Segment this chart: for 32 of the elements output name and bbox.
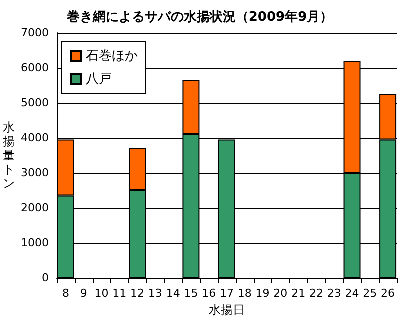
y-tick-label: 1000	[21, 236, 49, 250]
legend-label: 八戸	[86, 72, 112, 87]
x-tick-label: 26	[381, 287, 396, 300]
y-tick-label: 5000	[21, 96, 49, 110]
y-tick-label: 2000	[21, 202, 49, 214]
x-tick-label: 21	[292, 287, 306, 300]
x-axis-title: 水揚日	[209, 302, 245, 317]
x-tick-label: 13	[148, 287, 162, 300]
x-tick-label: 18	[238, 287, 252, 300]
x-tick-label: 9	[80, 287, 88, 300]
x-tick-label: 11	[112, 287, 127, 300]
x-tick-label: 23	[327, 287, 342, 300]
x-tick-label: 14	[166, 287, 180, 300]
y-tick-label: 4000	[21, 132, 49, 144]
x-tick-label: 10	[94, 287, 109, 300]
x-tick-label: 8	[62, 287, 70, 300]
y-tick-label: 6000	[21, 62, 49, 74]
legend-label: 石巻ほか	[86, 49, 138, 64]
x-tick-label: 19	[256, 287, 270, 300]
x-tick-label: 20	[274, 287, 288, 300]
x-tick-label: 24	[345, 287, 360, 300]
y-tick-label: 7000	[21, 26, 49, 40]
x-tick-label: 25	[363, 287, 378, 300]
y-axis-title: 水揚量トン	[3, 120, 15, 190]
x-tick-label: 17	[220, 287, 234, 300]
x-tick-label: 22	[309, 287, 324, 300]
y-tick-label: 0	[42, 272, 49, 284]
x-tick-label: 15	[184, 287, 198, 300]
x-tick-label: 16	[202, 287, 216, 300]
chart-title: 巻き網によるサバの水揚状況（2009年9月）	[66, 10, 334, 25]
y-tick-label: 3000	[21, 166, 49, 180]
x-tick-label: 12	[130, 287, 145, 300]
